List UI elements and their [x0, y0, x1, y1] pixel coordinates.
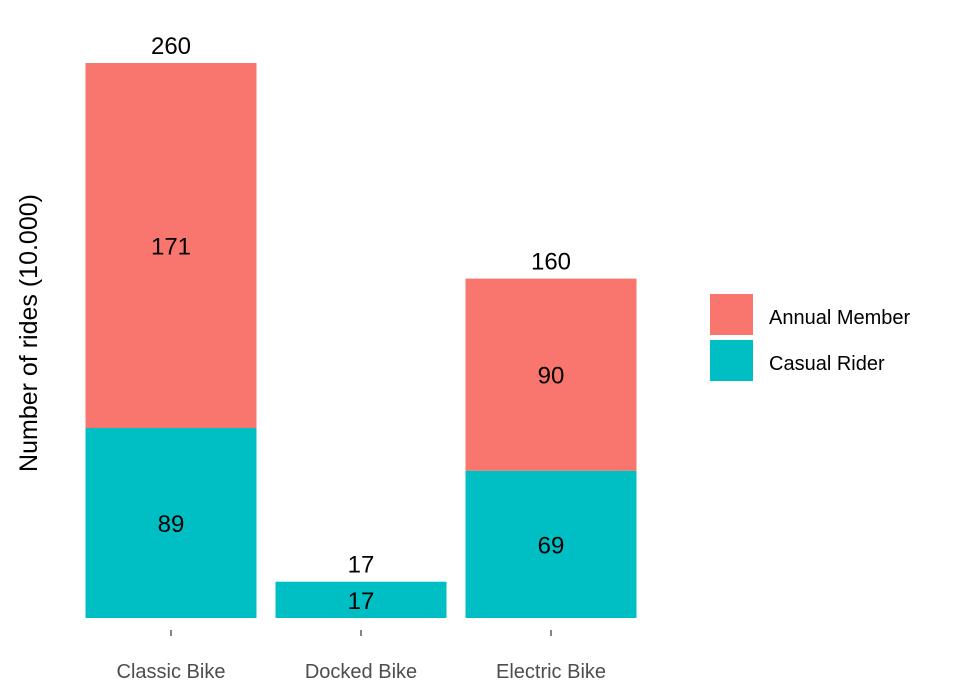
legend: Annual Member Casual Rider: [710, 294, 911, 381]
data-label-docked-bike-casual-rider: 17: [348, 588, 375, 615]
x-tick-label-electric-bike: Electric Bike: [496, 661, 606, 683]
total-label-classic-bike: 260: [151, 33, 191, 60]
legend-label-annual-member: Annual Member: [769, 307, 911, 329]
bar-electric-bike-annual-member: [465, 278, 637, 471]
x-tick-label-docked-bike: Docked Bike: [305, 661, 417, 683]
bar-docked-bike-casual-rider: [275, 581, 447, 618]
legend-swatch-casual-rider: [710, 340, 753, 381]
x-tick-label-classic-bike: Classic Bike: [117, 661, 226, 683]
legend-label-casual-rider: Casual Rider: [769, 353, 885, 375]
total-label-docked-bike: 17: [348, 552, 375, 579]
bar-classic-bike-annual-member: [85, 63, 257, 429]
bars-layer: [85, 63, 637, 618]
data-label-electric-bike-casual-rider: 69: [538, 532, 565, 559]
legend-swatch-annual-member: [710, 294, 753, 335]
data-label-electric-bike-annual-member: 90: [538, 363, 565, 390]
labels-layer: 89 171 260 17 17 69 90 160: [151, 33, 571, 615]
total-label-electric-bike: 160: [531, 249, 571, 276]
bar-classic-bike-casual-rider: [85, 428, 257, 618]
data-label-classic-bike-casual-rider: 89: [158, 511, 185, 538]
data-label-classic-bike-annual-member: 171: [151, 234, 191, 261]
x-axis: Classic Bike Docked Bike Electric Bike: [117, 630, 606, 683]
y-axis-label: Number of rides (10.000): [15, 194, 43, 472]
bar-electric-bike-casual-rider: [465, 470, 637, 618]
